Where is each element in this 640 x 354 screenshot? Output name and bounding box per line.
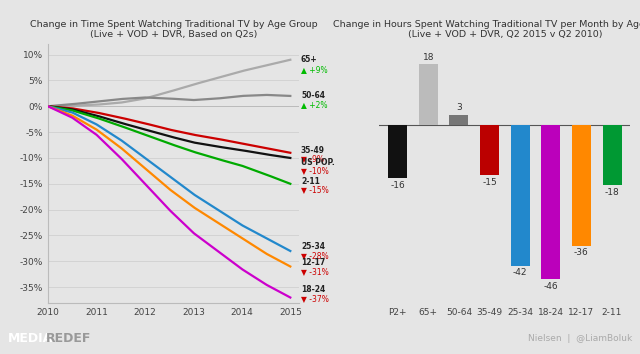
Text: 35-49: 35-49 — [301, 146, 325, 155]
Bar — [511, 125, 530, 266]
Text: REDEF: REDEF — [46, 332, 92, 344]
Text: -36: -36 — [574, 248, 589, 257]
Text: ▼ -15%: ▼ -15% — [301, 185, 329, 194]
Bar — [602, 125, 621, 185]
Text: 65+: 65+ — [301, 55, 317, 64]
Bar — [419, 64, 438, 125]
Text: ▲ +2%: ▲ +2% — [301, 100, 328, 109]
Title: Change in Hours Spent Watching Traditional TV per Month by Age Group
(Live + VOD: Change in Hours Spent Watching Tradition… — [333, 20, 640, 39]
Bar — [388, 125, 407, 178]
Text: ▼ -9%: ▼ -9% — [301, 154, 324, 164]
Bar — [480, 125, 499, 175]
Text: -18: -18 — [605, 188, 620, 197]
Text: ▼ -37%: ▼ -37% — [301, 294, 329, 303]
Title: Change in Time Spent Watching Traditional TV by Age Group
(Live + VOD + DVR, Bas: Change in Time Spent Watching Traditiona… — [29, 20, 317, 39]
Text: US POP.: US POP. — [301, 158, 335, 167]
Text: 50-64: 50-64 — [301, 91, 325, 101]
Text: 25-34: 25-34 — [301, 242, 325, 251]
Text: 18-24: 18-24 — [301, 285, 325, 294]
Text: ▼ -28%: ▼ -28% — [301, 251, 328, 260]
Text: -46: -46 — [543, 282, 558, 291]
Bar — [572, 125, 591, 246]
Text: Nielsen  |  @LiamBoluk: Nielsen | @LiamBoluk — [528, 333, 632, 343]
Bar — [541, 125, 560, 279]
Bar — [449, 115, 468, 125]
Text: ▲ +9%: ▲ +9% — [301, 64, 328, 74]
Text: 2-11: 2-11 — [301, 177, 320, 186]
Text: -15: -15 — [482, 178, 497, 187]
Text: 18: 18 — [422, 53, 434, 62]
Text: 3: 3 — [456, 103, 462, 112]
Text: ▼ -10%: ▼ -10% — [301, 166, 329, 175]
Text: -16: -16 — [390, 181, 405, 190]
Text: ▼ -31%: ▼ -31% — [301, 267, 329, 276]
Text: -42: -42 — [513, 268, 527, 278]
Text: MEDIA: MEDIA — [8, 332, 53, 344]
Text: 12-17: 12-17 — [301, 258, 325, 267]
